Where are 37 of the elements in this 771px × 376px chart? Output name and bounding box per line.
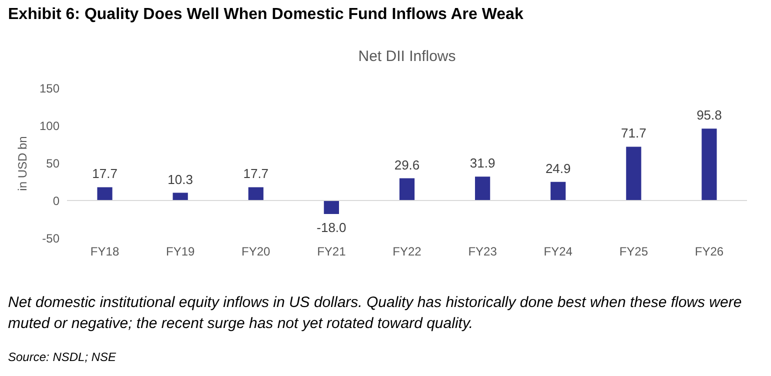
bar bbox=[550, 182, 566, 200]
x-tick-label: FY26 bbox=[694, 244, 724, 258]
data-label: 24.9 bbox=[545, 160, 571, 176]
y-tick-label: 150 bbox=[39, 82, 60, 96]
data-label: 10.3 bbox=[168, 172, 193, 187]
data-label: 29.6 bbox=[394, 157, 420, 172]
x-tick-label: FY24 bbox=[544, 244, 573, 258]
bar bbox=[248, 187, 264, 200]
data-label: -18.0 bbox=[316, 220, 346, 235]
bar bbox=[97, 187, 112, 200]
y-tick-label: 0 bbox=[52, 194, 60, 208]
source-note: Source: NSDL; NSE bbox=[8, 350, 116, 364]
x-tick-label: FY21 bbox=[317, 244, 346, 258]
data-label: 17.7 bbox=[243, 166, 269, 182]
x-tick-label: FY25 bbox=[619, 244, 648, 258]
bar bbox=[702, 128, 717, 200]
bar bbox=[324, 200, 339, 214]
bar bbox=[172, 192, 188, 200]
text: Net domestic institutional equity inflows in US dollars. Quality has historically done best when these flows were muted or negative; the recent surge has not yet rotated toward quality. bbox=[8, 293, 743, 334]
chart-title: Net DII Inflows bbox=[358, 48, 456, 65]
data-label: 31.9 bbox=[470, 156, 496, 171]
y-tick-label: -50 bbox=[42, 232, 60, 246]
bar bbox=[626, 146, 642, 200]
data-label: 17.7 bbox=[92, 166, 118, 182]
y-tick-label: 100 bbox=[39, 119, 60, 133]
x-tick-label: FY23 bbox=[468, 244, 498, 258]
y-axis-title: in USD bn bbox=[15, 136, 30, 191]
x-tick-label: FY22 bbox=[392, 244, 422, 258]
x-tick-label: FY19 bbox=[166, 244, 195, 258]
chart-subtitle: Exhibit 6: Quality Does Well When Domestic Fund Inflows Are Weak bbox=[8, 6, 524, 24]
bar bbox=[475, 176, 490, 200]
x-tick-label: FY18 bbox=[90, 244, 120, 258]
y-tick-label: 50 bbox=[46, 156, 60, 170]
bar bbox=[399, 178, 415, 200]
data-label: 71.7 bbox=[621, 126, 646, 141]
data-label: 95.8 bbox=[696, 108, 722, 123]
x-tick-label: FY20 bbox=[242, 244, 271, 258]
